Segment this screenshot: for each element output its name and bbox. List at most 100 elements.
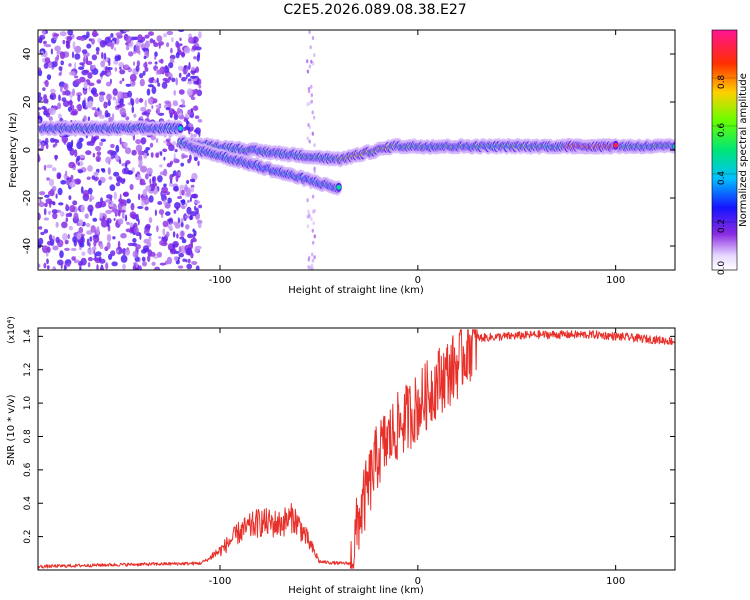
top-xlabel: Height of straight line (km)	[288, 285, 424, 296]
noise-speckle	[161, 81, 168, 89]
noise-speckle	[46, 258, 49, 265]
noise-speckle	[82, 100, 86, 108]
noise-speckle	[99, 200, 107, 208]
noise-speckle	[123, 64, 130, 69]
noise-speckle	[164, 65, 168, 71]
spectrogram-plot: -100 0 100 -40 -20 0 20 40 Height of straight …	[8, 29, 676, 296]
noise-speckle	[74, 149, 78, 158]
noise-speckle	[106, 217, 112, 224]
noise-speckle	[60, 85, 63, 93]
noise-speckle	[55, 193, 58, 199]
noise-speckle	[88, 100, 94, 107]
noise-speckle	[99, 141, 104, 146]
noise-speckle	[49, 188, 55, 197]
noise-speckle	[193, 56, 197, 60]
noise-speckle	[141, 256, 146, 262]
noise-speckle	[163, 156, 166, 161]
noise-speckle	[68, 225, 73, 231]
noise-speckle	[176, 233, 179, 239]
noise-speckle	[130, 97, 133, 105]
noise-speckle	[119, 193, 122, 202]
noise-speckle	[135, 97, 140, 104]
noise-speckle	[154, 61, 158, 65]
noise-speckle	[163, 183, 167, 187]
noise-speckle	[177, 196, 183, 199]
noise-speckle	[144, 206, 149, 211]
noise-speckle	[189, 196, 192, 202]
noise-speckle	[132, 81, 136, 86]
y-tick-label: 20	[22, 96, 33, 109]
noise-speckle	[160, 58, 164, 64]
colorbar-tick-label: 0.8	[717, 75, 727, 90]
noise-speckle	[194, 200, 201, 204]
noise-speckle	[191, 261, 198, 265]
noise-speckle	[138, 98, 144, 103]
snr-series-line	[38, 329, 675, 569]
y-tick-label: -40	[22, 238, 33, 254]
noise-speckle	[141, 47, 149, 52]
noise-speckle	[144, 34, 150, 39]
noise-speckle	[138, 159, 143, 166]
noise-speckle	[97, 107, 100, 112]
noise-speckle	[38, 95, 43, 102]
noise-speckle	[110, 42, 114, 50]
noise-speckle	[311, 131, 314, 136]
noise-speckle	[71, 51, 75, 59]
noise-speckle	[310, 84, 313, 89]
noise-speckle	[150, 152, 154, 158]
noise-speckle	[121, 112, 127, 116]
noise-speckle	[169, 160, 174, 165]
noise-speckle	[133, 61, 135, 66]
noise-speckle	[80, 204, 85, 213]
noise-speckle	[138, 265, 142, 270]
noise-speckle	[128, 51, 134, 57]
noise-speckle	[83, 189, 89, 198]
noise-speckle	[106, 67, 113, 71]
noise-speckle	[313, 234, 316, 239]
noise-speckle	[90, 65, 95, 70]
noise-speckle	[43, 62, 49, 69]
noise-speckle	[156, 35, 163, 43]
noise-speckle	[112, 88, 118, 96]
noise-speckle	[100, 138, 107, 142]
noise-speckle	[85, 223, 91, 228]
noise-speckle	[38, 201, 45, 208]
noise-speckle	[194, 127, 201, 135]
noise-speckle	[313, 143, 316, 148]
noise-speckle	[43, 94, 48, 101]
noise-speckle	[312, 209, 315, 214]
noise-speckle	[86, 31, 90, 39]
noise-speckle	[308, 30, 311, 35]
noise-speckle	[74, 45, 82, 54]
noise-speckle	[82, 221, 86, 226]
noise-speckle	[99, 114, 105, 119]
noise-speckle	[51, 61, 58, 68]
noise-speckle	[194, 115, 200, 119]
noise-speckle	[310, 217, 313, 222]
noise-speckle	[96, 79, 102, 84]
noise-speckle	[114, 55, 120, 62]
noise-speckle	[83, 56, 86, 65]
noise-speckle	[43, 208, 47, 216]
noise-speckle	[174, 110, 178, 118]
noise-speckle	[111, 261, 118, 267]
noise-speckle	[120, 254, 128, 263]
noise-speckle	[99, 212, 103, 219]
noise-speckle	[124, 214, 128, 222]
noise-speckle	[123, 93, 128, 98]
noise-speckle	[192, 193, 199, 199]
noise-speckle	[91, 175, 96, 180]
noise-speckle	[80, 257, 87, 266]
noise-speckle	[69, 181, 76, 188]
noise-speckle	[101, 52, 104, 59]
noise-speckle	[44, 79, 49, 88]
noise-speckle	[122, 263, 126, 270]
noise-speckle	[157, 251, 162, 258]
noise-speckle	[149, 251, 156, 257]
x-tick-label: -100	[209, 576, 232, 587]
noise-speckle	[44, 194, 50, 198]
noise-speckle	[87, 165, 93, 172]
noise-speckle	[115, 182, 121, 187]
noise-speckle	[91, 54, 98, 61]
noise-speckle	[181, 199, 186, 206]
